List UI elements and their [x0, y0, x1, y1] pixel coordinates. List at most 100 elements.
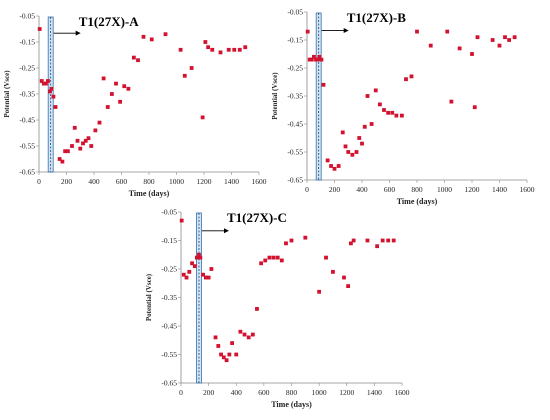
data-point	[386, 238, 391, 243]
data-point	[375, 244, 380, 249]
data-point	[230, 341, 235, 345]
x-tick-label: 200	[203, 388, 215, 397]
data-point	[232, 47, 237, 52]
y-tick-label: -0.65	[287, 176, 303, 185]
data-point	[317, 54, 322, 59]
data-point	[317, 289, 322, 294]
data-point	[475, 35, 480, 40]
data-point	[122, 84, 127, 89]
data-point	[365, 238, 370, 243]
data-point	[179, 218, 184, 223]
data-point	[227, 352, 232, 357]
data-point	[70, 144, 74, 148]
data-point	[470, 52, 474, 56]
x-tick-label: 600	[116, 177, 128, 186]
data-point	[182, 73, 187, 78]
data-point	[43, 81, 48, 86]
data-point	[105, 105, 110, 109]
data-point	[445, 29, 450, 34]
data-point	[101, 76, 106, 81]
data-point	[497, 43, 502, 48]
data-point	[51, 94, 56, 99]
data-point	[503, 35, 507, 40]
data-point	[60, 159, 65, 164]
data-point	[216, 344, 221, 348]
data-point	[250, 332, 255, 337]
data-point	[198, 255, 203, 260]
data-point	[201, 272, 205, 277]
data-point	[41, 81, 46, 86]
data-point	[342, 275, 346, 280]
x-tick-label: 1600	[395, 388, 410, 397]
data-point	[89, 144, 94, 148]
data-point	[219, 352, 223, 357]
data-point	[321, 82, 326, 87]
data-point	[49, 86, 54, 91]
data-point	[181, 272, 186, 277]
y-tick-label: -0.05	[19, 12, 35, 21]
data-point	[343, 144, 348, 149]
y-tick-label: -0.45	[161, 322, 177, 331]
data-point	[126, 86, 131, 91]
data-point	[149, 37, 154, 42]
data-point	[284, 241, 288, 246]
arrow-head-icon	[75, 30, 81, 36]
data-point	[365, 94, 370, 98]
data-point	[255, 307, 259, 311]
y-tick-label: -0.35	[161, 293, 177, 302]
y-axis-label: Potential (Vsce)	[271, 72, 279, 120]
data-point	[279, 258, 284, 263]
y-tick-label: -0.05	[161, 208, 177, 217]
data-point	[386, 110, 391, 115]
data-point	[221, 355, 226, 360]
y-tick-label: -0.15	[287, 36, 303, 45]
y-axis-label: Potential (Vsce)	[3, 70, 11, 118]
data-point	[78, 146, 83, 151]
data-point	[81, 141, 85, 146]
data-point	[354, 150, 359, 154]
data-point	[226, 47, 231, 52]
arrow-head-icon	[223, 228, 229, 234]
y-tick-label: -0.25	[161, 265, 177, 274]
chart-title: T1(27X)-B	[347, 10, 407, 25]
data-point	[65, 149, 70, 154]
x-tick-label: 1000	[169, 177, 184, 186]
data-point	[332, 166, 337, 171]
data-point	[324, 255, 328, 260]
x-axis-label: Time (days)	[129, 189, 170, 198]
y-tick-label: -0.35	[19, 90, 35, 99]
data-point	[390, 110, 395, 115]
data-point	[404, 77, 408, 82]
x-tick-label: 1000	[437, 185, 452, 194]
data-point	[307, 57, 312, 62]
data-point	[377, 102, 382, 107]
data-point	[329, 164, 333, 168]
data-point	[187, 269, 192, 274]
x-tick-label: 0	[179, 388, 183, 397]
data-point	[206, 275, 211, 280]
data-point	[319, 57, 324, 62]
data-point	[490, 38, 495, 42]
x-tick-label: 1400	[492, 185, 507, 194]
data-point	[348, 241, 353, 246]
data-point	[203, 275, 208, 280]
x-tick-label: 0	[37, 177, 41, 186]
x-tick-label: 200	[61, 177, 73, 186]
y-tick-label: -0.15	[161, 236, 177, 245]
data-point	[114, 81, 118, 86]
data-point	[178, 47, 183, 52]
data-point	[267, 255, 272, 260]
data-point	[351, 238, 356, 243]
data-point	[340, 130, 345, 135]
data-point	[72, 125, 77, 130]
data-point	[237, 47, 242, 52]
data-point	[259, 261, 264, 266]
data-point	[289, 238, 294, 243]
data-point	[39, 79, 44, 83]
y-tick-label: -0.25	[287, 64, 303, 73]
data-point	[362, 124, 367, 129]
data-point	[190, 261, 194, 266]
data-point	[325, 158, 330, 163]
data-point	[206, 45, 211, 50]
